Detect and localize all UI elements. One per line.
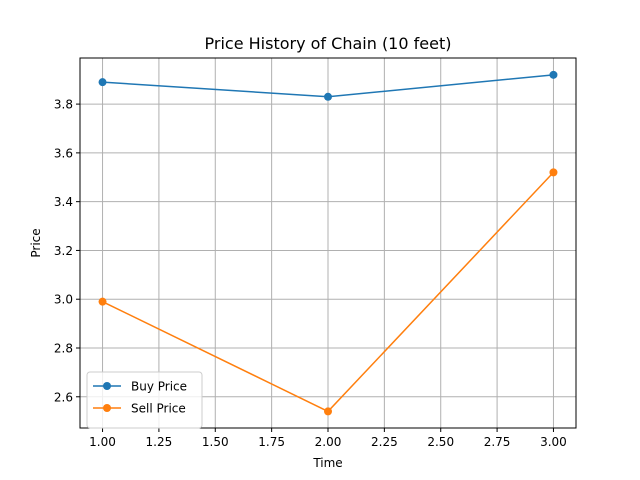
data-point-buy-price [549, 70, 558, 79]
x-tick-label: 3.00 [540, 435, 567, 449]
x-tick-label: 1.75 [258, 435, 285, 449]
x-tick-label: 2.25 [371, 435, 398, 449]
data-point-buy-price [98, 78, 107, 87]
y-tick-label: 3.0 [54, 293, 73, 307]
legend-label: Sell Price [131, 402, 186, 416]
y-tick-label: 3.8 [54, 98, 73, 112]
legend-label: Buy Price [131, 380, 187, 394]
y-tick-label: 3.4 [54, 195, 73, 209]
y-axis-label: Price [29, 228, 43, 257]
x-axis-label: Time [312, 456, 342, 470]
legend-marker-swatch [103, 382, 111, 390]
legend-marker-swatch [103, 404, 111, 412]
data-point-sell-price [549, 168, 558, 177]
x-tick-label: 2.50 [427, 435, 454, 449]
y-axis-ticks: 2.6 2.8 3.0 3.2 3.4 3.6 3.8 [54, 98, 80, 404]
legend-item-buy-price: Buy Price [93, 380, 187, 394]
data-point-sell-price [324, 407, 332, 416]
legend-item-sell-price: Sell Price [93, 402, 186, 416]
series-sell-price [98, 168, 558, 416]
series-layer [98, 70, 558, 416]
x-tick-label: 1.50 [202, 435, 229, 449]
x-tick-label: 1.25 [146, 435, 173, 449]
y-tick-label: 3.6 [54, 146, 73, 160]
x-tick-label: 2.00 [315, 435, 342, 449]
y-tick-label: 2.6 [54, 390, 73, 404]
grid [80, 58, 576, 428]
data-point-sell-price [98, 297, 107, 306]
x-axis-ticks: 1.00 1.25 1.50 1.75 2.00 2.25 2.50 2.75 3.00 [89, 428, 567, 449]
y-tick-label: 2.8 [54, 342, 73, 356]
data-point-buy-price [324, 92, 332, 101]
x-tick-label: 2.75 [484, 435, 511, 449]
y-tick-label: 3.2 [54, 244, 73, 258]
legend: Buy Price Sell Price [86, 371, 203, 429]
series-buy-price [98, 70, 558, 101]
x-tick-label: 1.00 [89, 435, 116, 449]
chart-title: Price History of Chain (10 feet) [205, 34, 452, 53]
